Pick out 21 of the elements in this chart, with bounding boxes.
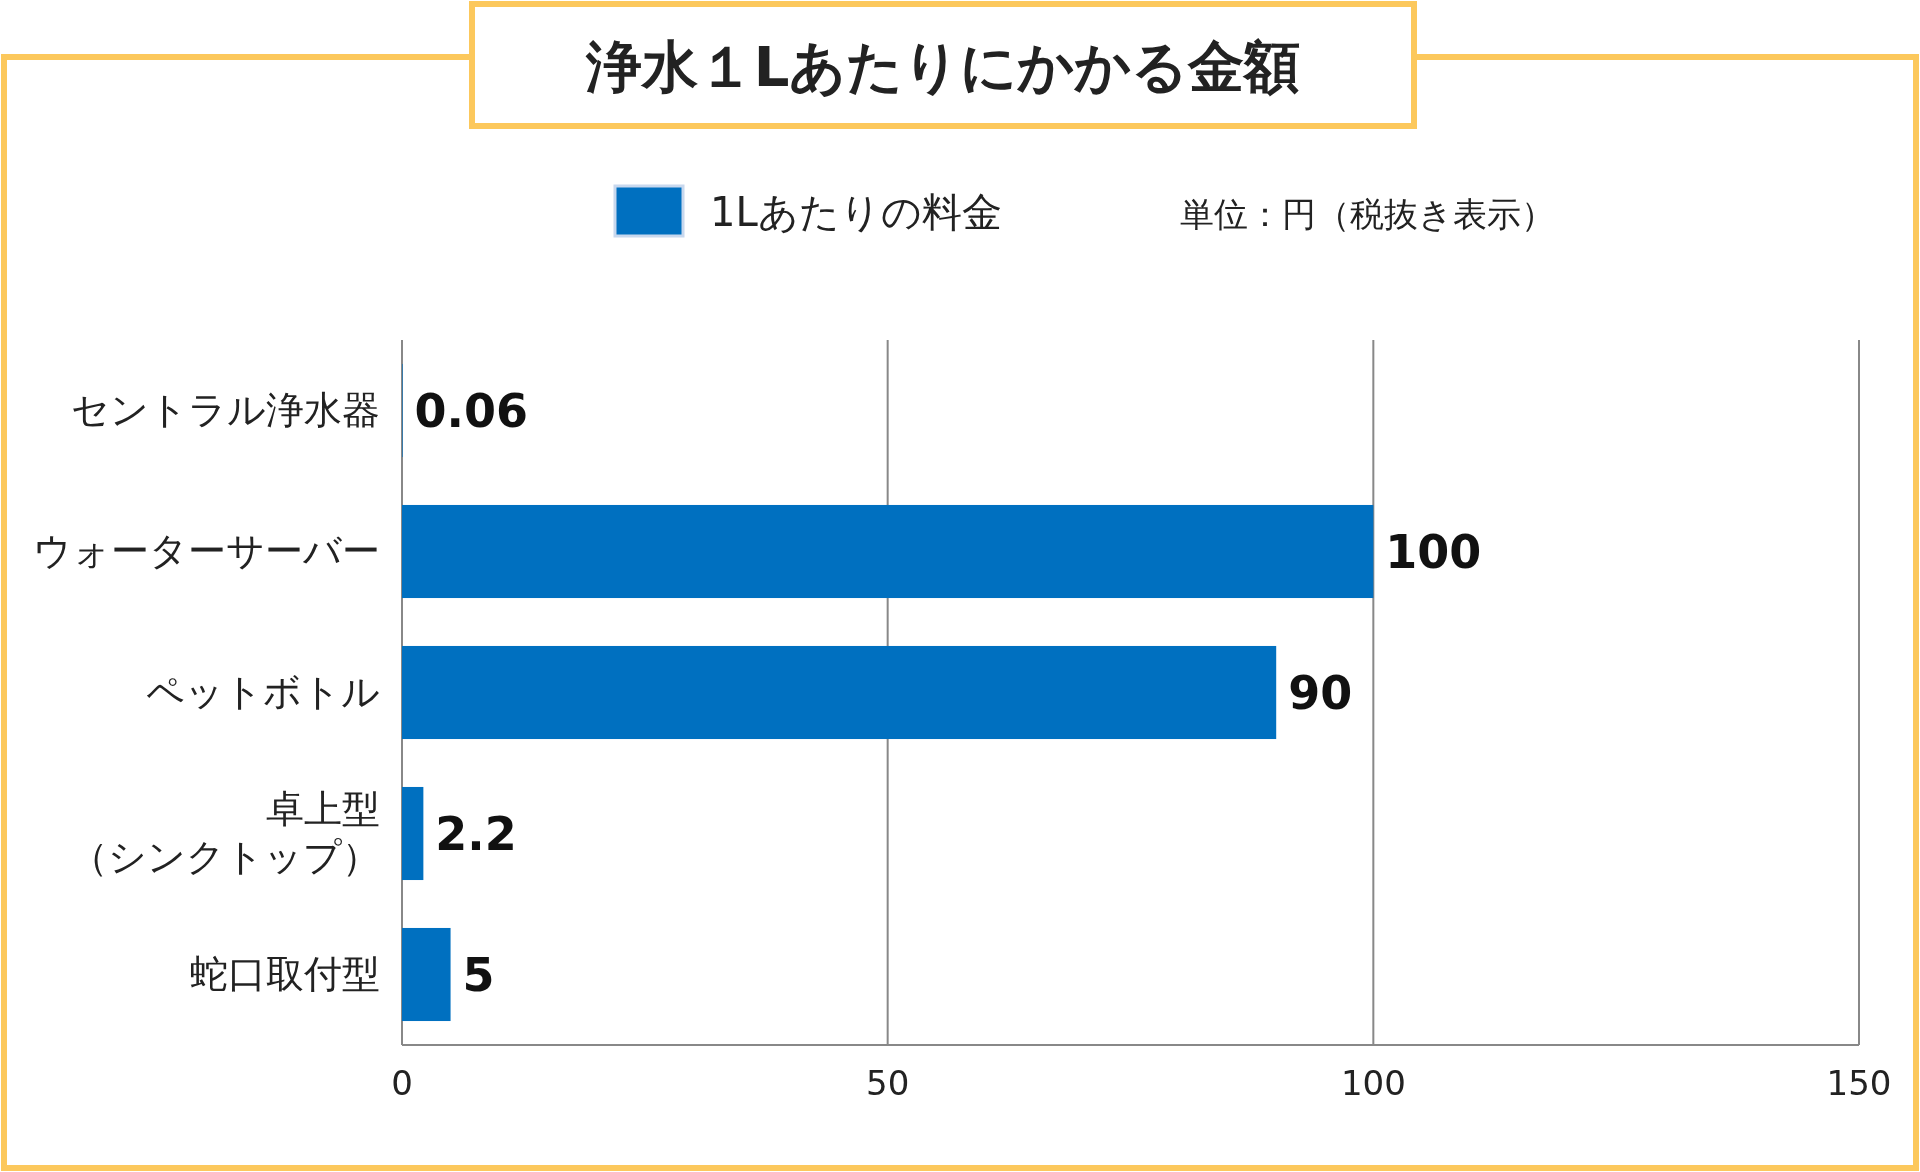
- data-label: 90: [1288, 665, 1353, 720]
- chart-title: 浄水１Lあたりにかかる金額: [584, 34, 1301, 99]
- data-label: 100: [1385, 524, 1482, 579]
- bar: [402, 927, 451, 1022]
- x-tick-label: 100: [1340, 1063, 1406, 1103]
- bar: [402, 645, 1277, 740]
- data-label: 2.2: [435, 806, 517, 861]
- x-tick-label: 150: [1826, 1063, 1892, 1103]
- data-label: 5: [462, 947, 495, 1002]
- x-tick-label: 50: [866, 1063, 910, 1103]
- data-label: 0.06: [414, 383, 529, 438]
- text: 単位：円（税抜き表示）: [1180, 194, 1555, 234]
- y-tick-label: 蛇口取付型: [190, 951, 380, 996]
- y-tick-label: セントラル浄水器: [71, 387, 380, 432]
- legend-label: 1Lあたりの料金: [710, 189, 1002, 235]
- x-tick-label: 0: [391, 1063, 413, 1103]
- y-tick-label: ペットボトル: [146, 669, 380, 714]
- y-tick-label: ウォーターサーバー: [33, 528, 380, 573]
- y-tick-label: 卓上型（シンクトップ）: [70, 786, 380, 879]
- bar: [402, 786, 424, 881]
- bar: [402, 504, 1374, 599]
